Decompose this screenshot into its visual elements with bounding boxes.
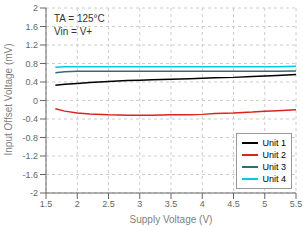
svg-text:5: 5: [262, 199, 267, 209]
svg-text:1.5: 1.5: [40, 199, 53, 209]
svg-text:1.6: 1.6: [25, 22, 38, 32]
html-text:TA = 125°C: TA = 125°C: [54, 13, 105, 24]
svg-text:Input Offset Voltage (mV): Input Offset Voltage (mV): [8, 43, 14, 155]
svg-text:3: 3: [137, 199, 142, 209]
svg-text:4: 4: [200, 199, 205, 209]
svg-text:-0.4: -0.4: [22, 114, 38, 124]
svg-text:1.2: 1.2: [25, 40, 38, 50]
svg-text:-0.8: -0.8: [22, 133, 38, 143]
svg-text:-2: -2: [30, 188, 38, 198]
svg-text:0.4: 0.4: [25, 77, 38, 87]
html-text:Unit 3: Unit 3: [262, 162, 286, 172]
html-text:Unit 4: Unit 4: [262, 174, 286, 184]
html-text:Unit 2: Unit 2: [262, 150, 286, 160]
svg-text:2: 2: [75, 199, 80, 209]
svg-text:2.5: 2.5: [102, 199, 115, 209]
svg-text:0.8: 0.8: [25, 59, 38, 69]
svg-text:2: 2: [33, 3, 38, 13]
svg-text:5.5: 5.5: [290, 199, 300, 209]
svg-text:-1.2: -1.2: [22, 151, 38, 161]
html-text:Unit 1: Unit 1: [262, 138, 286, 148]
svg-text:-1.6: -1.6: [22, 170, 38, 180]
html-text:Vin = V+: Vin = V+: [54, 26, 93, 37]
svg-text:Supply Voltage (V): Supply Voltage (V): [130, 214, 213, 225]
svg-text:0: 0: [33, 96, 38, 106]
svg-text:3.5: 3.5: [165, 199, 178, 209]
svg-text:4.5: 4.5: [227, 199, 240, 209]
